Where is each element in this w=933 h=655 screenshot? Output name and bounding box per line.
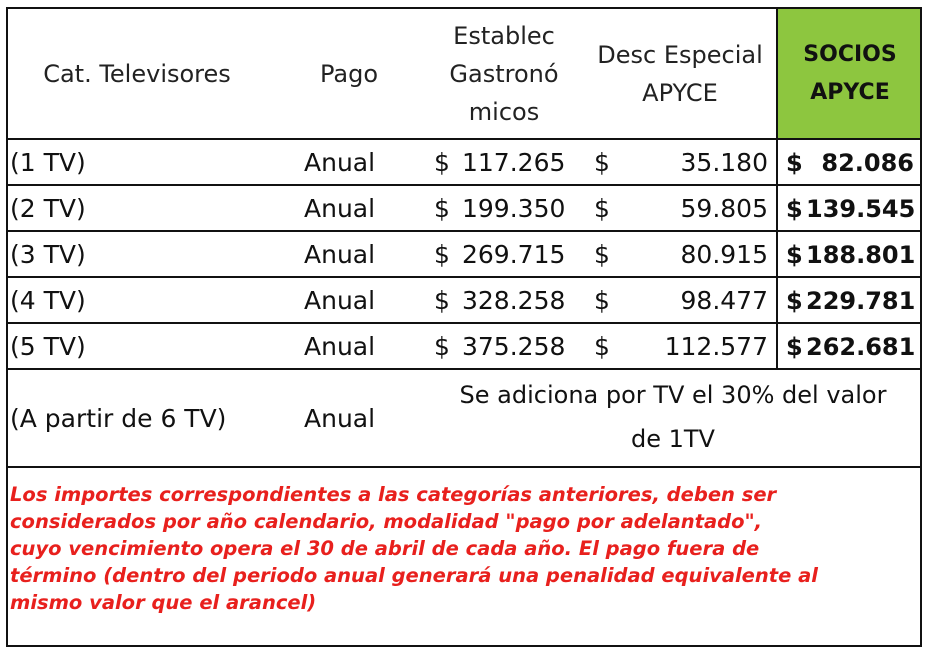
row-desc-currency: $ <box>594 332 610 361</box>
border-left <box>6 7 8 647</box>
row-socios-value: 229.781 <box>806 287 916 315</box>
header-establec-line3: micos <box>468 97 540 126</box>
header-socios-line1: SOCIOS <box>803 41 897 67</box>
row-socios-value: 262.681 <box>806 333 916 361</box>
row-desc-value: 98.477 <box>680 286 768 315</box>
row-socios-currency: $ <box>786 241 803 269</box>
row-desc-currency: $ <box>594 286 610 315</box>
row-establec-currency: $ <box>434 286 450 315</box>
border-bottom <box>6 645 922 647</box>
row-pago: Anual <box>304 332 376 361</box>
header-socios-apyce: SOCIOS APYCE <box>778 9 922 138</box>
border-row4-bottom <box>6 322 922 324</box>
row-socios-currency: $ <box>786 195 803 223</box>
row-desc-value: 80.915 <box>680 240 768 269</box>
border-row2-bottom <box>6 230 922 232</box>
header-establec-line1: Establec <box>453 21 555 50</box>
row-socios-currency: $ <box>786 149 803 177</box>
border-header-bottom <box>6 138 922 140</box>
header-establec-line2: Gastronó <box>449 59 559 88</box>
border-top <box>6 7 922 9</box>
header-desc-line2: APYCE <box>642 78 718 107</box>
header-desc-especial: Desc Especial APYCE <box>584 9 776 138</box>
extra-row-cat-label: (A partir de 6 TV) <box>10 403 227 433</box>
extra-row-note: Se adiciona por TV el 30% del valor de 1… <box>424 373 922 463</box>
row-socios-currency: $ <box>786 287 803 315</box>
border-row5-bottom <box>6 368 922 370</box>
header-cat-label: Cat. Televisores <box>43 59 231 88</box>
row-desc-currency: $ <box>594 240 610 269</box>
header-pago: Pago <box>294 9 404 138</box>
border-right <box>920 7 922 647</box>
header-pago-label: Pago <box>319 59 379 88</box>
footnote-line1: Los importes correspondientes a las cate… <box>10 483 777 506</box>
footnote-line5: mismo valor que el arancel) <box>10 591 317 614</box>
border-row1-bottom <box>6 184 922 186</box>
extra-row-cat: (A partir de 6 TV) <box>10 370 280 466</box>
row-socios-value: 82.086 <box>821 149 914 177</box>
extra-row-pago: Anual <box>304 370 404 466</box>
row-establec-value: 269.715 <box>462 240 566 269</box>
footnote-line2: considerados por año calendario, modalid… <box>10 510 763 533</box>
row-cat: (4 TV) <box>10 286 86 315</box>
footnote-line3: cuyo vencimiento opera el 30 de abril de… <box>10 537 760 560</box>
row-socios-currency: $ <box>786 333 803 361</box>
row-desc-value: 59.805 <box>680 194 768 223</box>
row-cat: (3 TV) <box>10 240 86 269</box>
row-cat: (1 TV) <box>10 148 86 177</box>
row-establec-value: 117.265 <box>462 148 566 177</box>
extra-row-note-line1: Se adiciona por TV el 30% del valor <box>459 381 887 409</box>
row-desc-value: 112.577 <box>664 332 768 361</box>
row-pago: Anual <box>304 148 376 177</box>
row-cat: (5 TV) <box>10 332 86 361</box>
row-pago: Anual <box>304 240 376 269</box>
extra-row-pago-label: Anual <box>304 403 376 433</box>
row-pago: Anual <box>304 194 376 223</box>
header-desc-line1: Desc Especial <box>597 40 763 69</box>
border-row3-bottom <box>6 276 922 278</box>
row-desc-value: 35.180 <box>680 148 768 177</box>
row-establec-value: 328.258 <box>462 286 566 315</box>
row-desc-currency: $ <box>594 194 610 223</box>
row-establec-value: 199.350 <box>462 194 566 223</box>
row-establec-value: 375.258 <box>462 332 566 361</box>
row-establec-currency: $ <box>434 148 450 177</box>
row-establec-currency: $ <box>434 194 450 223</box>
row-socios-value: 139.545 <box>806 195 916 223</box>
row-establec-currency: $ <box>434 240 450 269</box>
header-establec: Establec Gastronó micos <box>424 9 584 138</box>
row-desc-currency: $ <box>594 148 610 177</box>
header-socios-line2: APYCE <box>810 79 890 105</box>
border-socios-left <box>776 7 778 368</box>
pricing-table: Cat. Televisores Pago Establec Gastronó … <box>6 7 922 647</box>
row-socios-value: 188.801 <box>806 241 916 269</box>
footnote-line4: término (dentro del periodo anual genera… <box>10 564 818 587</box>
row-pago: Anual <box>304 286 376 315</box>
footnote: Los importes correspondientes a las cate… <box>10 481 916 641</box>
socios-header-background <box>776 7 922 138</box>
extra-row-note-line2: de 1TV <box>631 425 715 453</box>
border-extra-bottom <box>6 466 922 468</box>
row-establec-currency: $ <box>434 332 450 361</box>
header-cat-televisores: Cat. Televisores <box>8 9 266 138</box>
row-cat: (2 TV) <box>10 194 86 223</box>
